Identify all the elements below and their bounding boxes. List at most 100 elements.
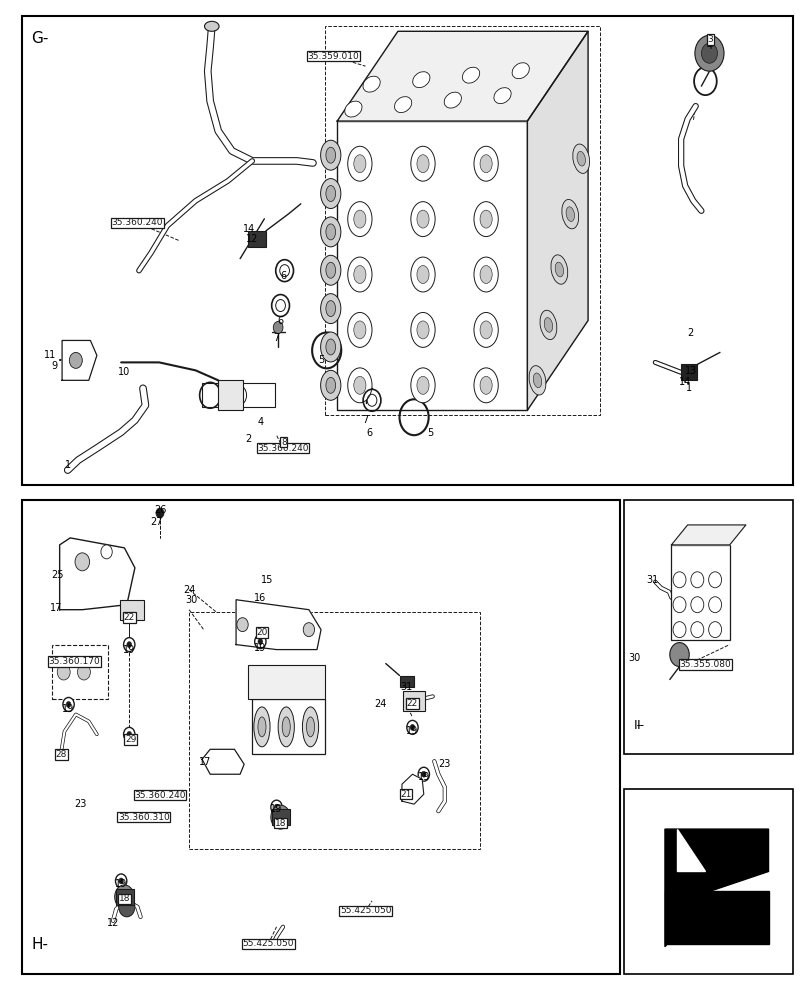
Ellipse shape xyxy=(302,707,318,747)
Ellipse shape xyxy=(412,72,429,88)
Ellipse shape xyxy=(493,88,510,104)
Text: 26: 26 xyxy=(153,505,166,515)
Bar xyxy=(116,889,134,905)
Ellipse shape xyxy=(347,368,371,403)
Ellipse shape xyxy=(354,155,366,173)
Circle shape xyxy=(273,321,283,333)
Ellipse shape xyxy=(363,76,380,92)
Ellipse shape xyxy=(347,146,371,181)
Text: 6: 6 xyxy=(366,428,372,438)
Ellipse shape xyxy=(479,321,491,339)
Text: 19: 19 xyxy=(270,804,282,814)
Ellipse shape xyxy=(461,67,479,83)
Ellipse shape xyxy=(258,717,266,737)
Text: 9: 9 xyxy=(51,361,57,371)
Ellipse shape xyxy=(474,368,498,403)
Ellipse shape xyxy=(479,155,491,173)
Text: 20: 20 xyxy=(256,628,268,637)
Ellipse shape xyxy=(474,146,498,181)
Ellipse shape xyxy=(347,202,371,237)
Ellipse shape xyxy=(320,179,341,209)
Circle shape xyxy=(271,800,282,814)
Circle shape xyxy=(276,811,285,823)
Text: 5: 5 xyxy=(427,428,433,438)
Text: 35.359.010: 35.359.010 xyxy=(307,52,358,61)
Bar xyxy=(680,364,697,380)
Ellipse shape xyxy=(550,255,567,284)
Circle shape xyxy=(127,731,131,737)
Ellipse shape xyxy=(254,707,270,747)
Bar xyxy=(22,500,620,974)
Ellipse shape xyxy=(529,366,545,395)
Text: 30: 30 xyxy=(185,595,197,605)
Ellipse shape xyxy=(320,294,341,324)
Circle shape xyxy=(672,622,685,638)
Circle shape xyxy=(701,43,717,63)
Ellipse shape xyxy=(354,210,366,228)
Ellipse shape xyxy=(410,202,435,237)
Ellipse shape xyxy=(416,376,428,394)
Text: 27: 27 xyxy=(150,517,163,527)
Text: 35.360.240: 35.360.240 xyxy=(111,218,163,227)
Bar xyxy=(671,545,729,640)
Polygon shape xyxy=(62,340,97,380)
Ellipse shape xyxy=(325,147,335,163)
Ellipse shape xyxy=(474,312,498,347)
Text: 25: 25 xyxy=(51,570,63,580)
Bar xyxy=(22,16,792,485)
Text: G-: G- xyxy=(32,31,49,46)
Text: 18: 18 xyxy=(118,894,130,903)
Ellipse shape xyxy=(577,151,585,166)
Text: 29: 29 xyxy=(125,735,136,744)
Text: 35.360.170: 35.360.170 xyxy=(49,657,100,666)
Ellipse shape xyxy=(306,717,314,737)
Bar xyxy=(624,789,792,974)
Circle shape xyxy=(303,623,314,637)
Ellipse shape xyxy=(320,255,341,285)
Ellipse shape xyxy=(479,266,491,283)
Text: I-: I- xyxy=(633,719,642,732)
Text: 21: 21 xyxy=(400,790,411,799)
Bar xyxy=(324,26,599,415)
Text: 15: 15 xyxy=(260,575,272,585)
Ellipse shape xyxy=(565,207,573,221)
Bar xyxy=(218,380,242,410)
Bar xyxy=(272,809,290,825)
Circle shape xyxy=(274,804,279,810)
Ellipse shape xyxy=(278,707,294,747)
Text: 11: 11 xyxy=(44,350,56,360)
Ellipse shape xyxy=(325,301,335,317)
Text: 31: 31 xyxy=(399,682,412,692)
Text: 4: 4 xyxy=(706,41,711,51)
Ellipse shape xyxy=(479,376,491,394)
Text: 8: 8 xyxy=(281,438,286,447)
Ellipse shape xyxy=(561,199,578,229)
Bar xyxy=(624,500,792,754)
Circle shape xyxy=(123,638,135,652)
Ellipse shape xyxy=(555,262,563,277)
Bar xyxy=(402,691,425,711)
Circle shape xyxy=(237,618,248,632)
Circle shape xyxy=(115,874,127,888)
Text: 12: 12 xyxy=(107,918,119,928)
Circle shape xyxy=(118,897,135,917)
Circle shape xyxy=(672,597,685,613)
Circle shape xyxy=(101,545,112,559)
Bar xyxy=(51,645,108,699)
Text: 3: 3 xyxy=(706,35,712,44)
Ellipse shape xyxy=(416,266,428,283)
Ellipse shape xyxy=(533,373,541,388)
Ellipse shape xyxy=(416,321,428,339)
Text: 10: 10 xyxy=(118,367,131,377)
Text: 17: 17 xyxy=(50,603,62,613)
Bar xyxy=(252,699,324,754)
Text: 19: 19 xyxy=(115,879,127,889)
Text: 6: 6 xyxy=(280,271,285,281)
Text: 7: 7 xyxy=(362,415,368,425)
Ellipse shape xyxy=(410,146,435,181)
Polygon shape xyxy=(526,31,587,410)
Text: 4: 4 xyxy=(257,417,263,427)
Polygon shape xyxy=(671,525,745,545)
Circle shape xyxy=(156,508,164,518)
Circle shape xyxy=(406,720,418,734)
